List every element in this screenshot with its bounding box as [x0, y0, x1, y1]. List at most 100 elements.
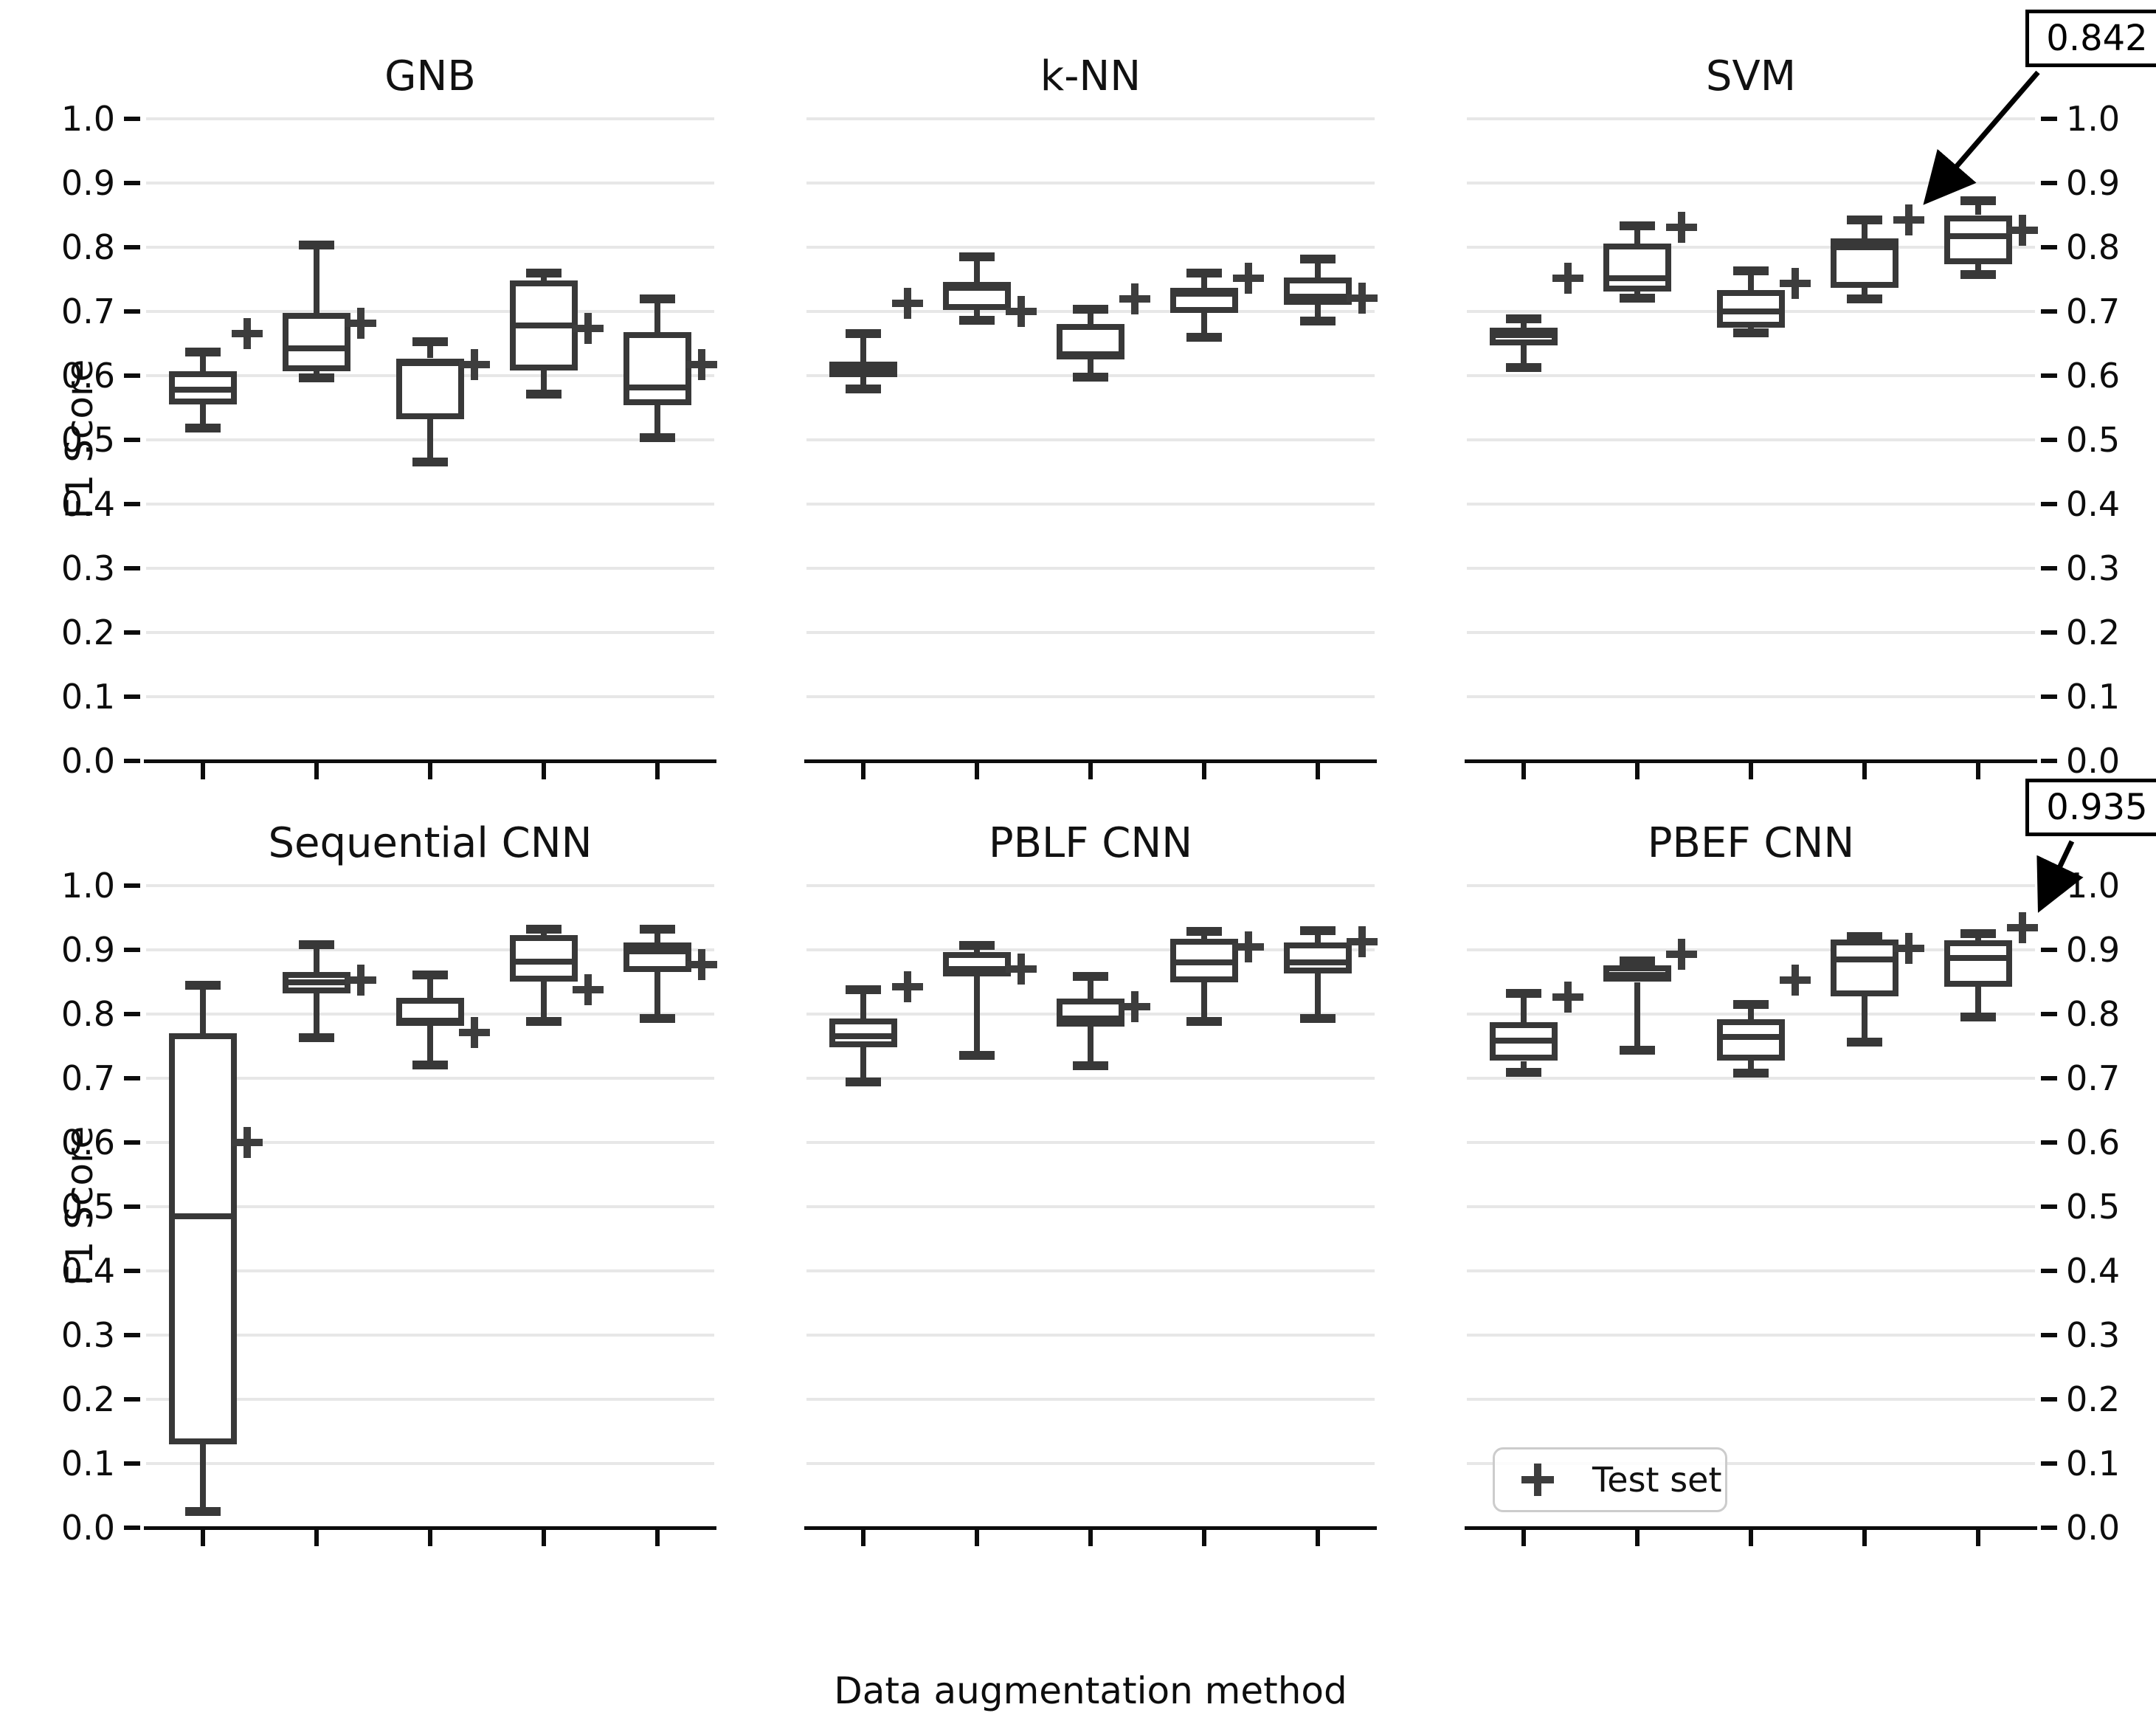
median-line	[1170, 290, 1238, 297]
y-tick-label: 0.8	[61, 227, 115, 267]
test-set-marker	[1678, 212, 1685, 244]
test-set-marker	[1017, 954, 1025, 985]
y-tick	[2041, 630, 2057, 635]
whisker-lower	[427, 1025, 433, 1065]
whisker-cap-upper	[1733, 266, 1769, 276]
gridline	[806, 182, 1375, 185]
whisker-cap-lower	[640, 433, 675, 443]
gridline	[1467, 695, 2035, 698]
y-tick	[2041, 1461, 2057, 1466]
y-tick	[2041, 309, 2057, 314]
y-tick-label: 0.5	[61, 420, 115, 460]
y-tick	[124, 1204, 140, 1209]
median-line	[943, 284, 1011, 291]
whisker-lower	[541, 981, 547, 1021]
whisker-cap-lower	[1186, 1016, 1222, 1026]
x-tick	[1202, 763, 1206, 779]
y-tick-label: 0.2	[61, 1379, 115, 1419]
y-tick-label: 0.7	[2066, 1058, 2121, 1098]
y-tick	[2041, 1526, 2057, 1530]
y-tick-label: 0.6	[61, 1123, 115, 1162]
x-tick	[314, 763, 319, 779]
y-tick-label: 0.9	[2066, 163, 2121, 203]
x-tick	[542, 763, 546, 779]
test-set-marker	[471, 1017, 478, 1049]
whisker-lower	[1975, 986, 1981, 1018]
y-tick	[2041, 1333, 2057, 1337]
x-tick	[861, 763, 865, 779]
y-tick-label: 0.2	[61, 613, 115, 652]
test-set-marker	[1131, 990, 1139, 1022]
whisker-cap-upper	[299, 940, 334, 950]
y-tick	[124, 502, 140, 506]
annotation-box: 0.935	[2025, 779, 2156, 836]
whisker-upper	[1088, 976, 1093, 999]
gridline	[806, 1141, 1375, 1144]
y-tick	[2041, 117, 2057, 121]
whisker-upper	[1315, 930, 1321, 942]
whisker-lower	[1975, 264, 1981, 275]
whisker-cap-lower	[1620, 1045, 1655, 1055]
x-tick	[655, 763, 660, 779]
median-line	[283, 979, 350, 985]
box	[510, 934, 578, 982]
whisker-upper	[654, 929, 660, 942]
y-tick-label: 0.7	[61, 292, 115, 331]
gridline	[1467, 1462, 2035, 1465]
y-tick	[2041, 1012, 2057, 1016]
whisker-lower	[427, 419, 433, 463]
whisker-upper	[314, 245, 319, 313]
gridline	[806, 503, 1375, 506]
box	[283, 312, 350, 371]
x-tick	[1635, 1530, 1640, 1546]
test-set-marker	[904, 971, 911, 1002]
y-tick-label: 0.2	[2066, 613, 2121, 652]
whisker-cap-upper	[526, 925, 562, 934]
y-tick-label: 0.3	[61, 1315, 115, 1355]
x-tick	[201, 763, 205, 779]
gridline	[806, 1205, 1375, 1208]
y-tick-label: 0.3	[61, 548, 115, 588]
y-tick	[2041, 1269, 2057, 1273]
y-tick	[2041, 1397, 2057, 1402]
median-line	[1717, 308, 1785, 314]
y-tick-label: 0.4	[61, 484, 115, 524]
y-tick	[124, 948, 140, 952]
y-tick	[2041, 245, 2057, 249]
y-tick-label: 0.4	[2066, 1251, 2121, 1291]
gridline	[806, 1334, 1375, 1337]
x-tick	[314, 1530, 319, 1546]
y-tick	[124, 1397, 140, 1402]
y-tick	[124, 759, 140, 763]
median-line	[169, 387, 237, 393]
whisker-lower	[860, 376, 866, 390]
gridline	[806, 117, 1375, 120]
y-tick	[2041, 1204, 2057, 1209]
whisker-cap-lower	[412, 458, 448, 467]
whisker-cap-upper	[1847, 931, 1882, 941]
test-set-marker	[1358, 282, 1366, 314]
whisker-cap-lower	[959, 1050, 995, 1060]
gridline	[146, 310, 714, 313]
whisker-cap-upper	[640, 925, 675, 934]
x-axis-line	[1465, 1526, 2037, 1530]
gridline	[146, 117, 714, 120]
test-set-marker	[584, 313, 592, 345]
whisker-cap-lower	[299, 373, 334, 383]
y-tick-label: 1.0	[61, 866, 115, 906]
y-tick-label: 0.0	[2066, 741, 2121, 781]
whisker-cap-lower	[412, 1060, 448, 1069]
whisker-cap-upper	[1847, 216, 1882, 225]
test-set-marker	[1245, 931, 1252, 962]
gridline	[146, 884, 714, 887]
gridline	[146, 182, 714, 185]
x-tick	[542, 1530, 546, 1546]
whisker-cap-upper	[640, 294, 675, 303]
whisker-cap-upper	[1073, 305, 1108, 314]
y-tick-label: 0.2	[2066, 1379, 2121, 1419]
gridline	[146, 503, 714, 506]
y-tick-label: 0.7	[61, 1058, 115, 1098]
median-line	[1831, 244, 1898, 250]
whisker-cap-upper	[1960, 196, 1996, 206]
